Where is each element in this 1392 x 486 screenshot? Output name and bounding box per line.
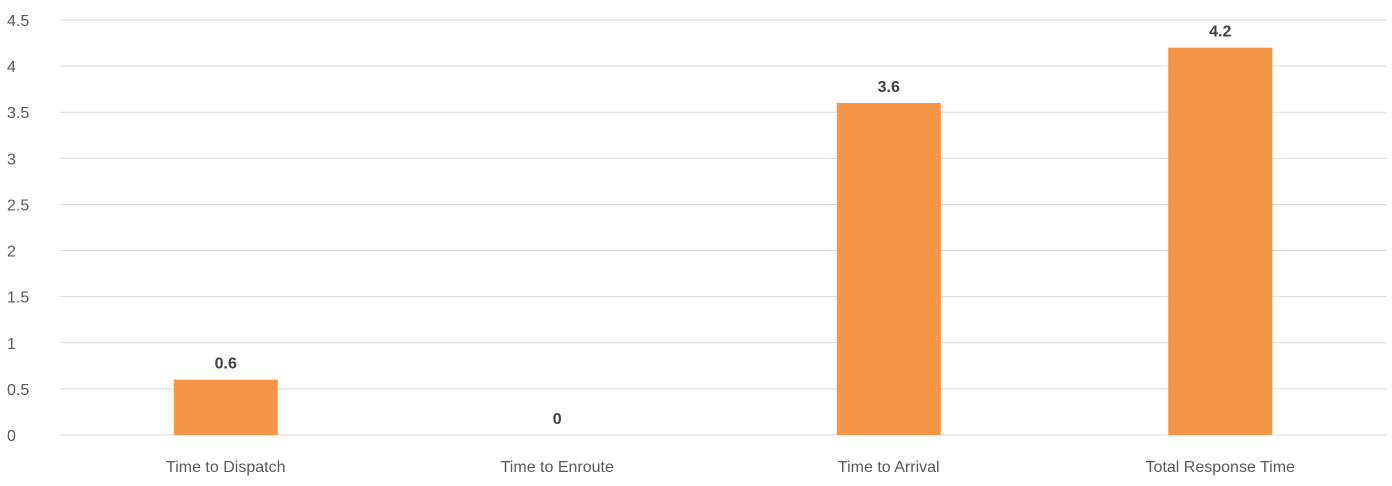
y-tick-label: 0.5	[7, 382, 29, 399]
gridlines	[60, 19, 1386, 436]
data-label: 3.6	[878, 79, 900, 96]
y-tick-label: 1	[7, 336, 16, 353]
bar	[836, 103, 941, 435]
y-tick-label: 1.5	[7, 290, 29, 307]
data-label: 0.6	[215, 356, 237, 373]
x-axis-categories: Time to Dispatch Time to Enroute Time to A…	[166, 459, 1295, 476]
x-category-label: Time to Arrival	[838, 459, 940, 476]
y-tick-label: 2	[7, 244, 16, 261]
x-category-label: Time to Dispatch	[166, 459, 285, 476]
y-tick-label: 4.5	[7, 13, 29, 30]
x-category-label: Time to Enroute	[501, 459, 614, 476]
y-tick-label: 3	[7, 151, 16, 168]
data-label: 0	[553, 411, 562, 428]
y-tick-label: 4	[7, 59, 16, 76]
data-label: 4.2	[1209, 24, 1231, 41]
bars	[173, 47, 1273, 436]
y-tick-label: 3.5	[7, 105, 29, 122]
data-labels: 0.6 0 3.6 4.2	[215, 24, 1232, 428]
y-tick-label: 0	[7, 428, 16, 445]
bar	[1168, 47, 1273, 436]
y-tick-label: 2.5	[7, 197, 29, 214]
x-category-label: Total Response Time	[1146, 459, 1296, 476]
bar	[173, 379, 278, 435]
y-axis-ticks: 0 0.5 1 1.5 2 2.5 3 3.5 4 4.5	[7, 13, 29, 445]
